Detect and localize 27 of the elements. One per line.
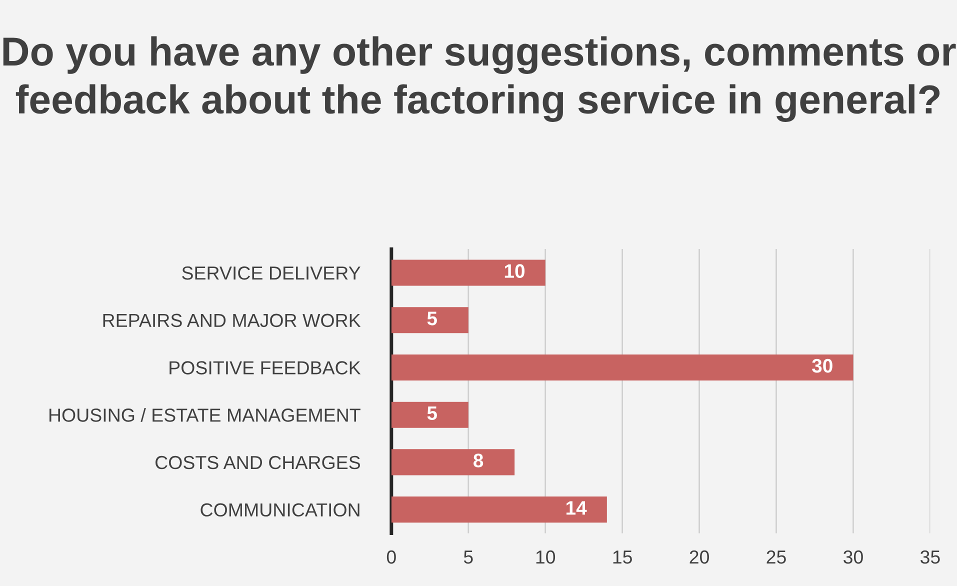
x-tick-label: 30	[844, 550, 863, 564]
bar	[391, 496, 607, 523]
x-tick-label: 15	[613, 550, 632, 564]
data-label: 5	[427, 312, 437, 326]
chart-title: Do you have any other suggestions, comments or feedback about the factoring service in general?	[3, 36, 956, 122]
bar	[391, 402, 468, 428]
bar	[391, 354, 854, 380]
y-tick-label: REPAIRS AND MAJOR WORK	[103, 314, 361, 328]
y-tick-label: COMMUNICATION	[200, 503, 360, 517]
data-label: 14	[566, 501, 587, 515]
x-tick-label: 0	[386, 550, 396, 564]
x-tick-label: 5	[464, 550, 473, 564]
data-label: 8	[474, 454, 484, 468]
data-label: 30	[812, 358, 832, 373]
bar	[391, 307, 468, 334]
x-tick-label: 25	[766, 550, 786, 564]
y-tick-label: POSITIVE FEEDBACK	[170, 361, 361, 374]
x-tick-label: 20	[690, 550, 709, 564]
data-label: 10	[504, 264, 525, 278]
x-tick-label: 10	[536, 550, 556, 564]
data-label: 5	[427, 406, 437, 420]
y-tick-label: SERVICE DELIVERY	[182, 266, 360, 280]
x-tick-label: 35	[920, 550, 940, 564]
y-tick-label: HOUSING / ESTATE MANAGEMENT	[50, 408, 360, 422]
bar	[391, 260, 546, 286]
bar	[391, 449, 515, 476]
y-tick-label: COSTS AND CHARGES	[156, 456, 360, 470]
